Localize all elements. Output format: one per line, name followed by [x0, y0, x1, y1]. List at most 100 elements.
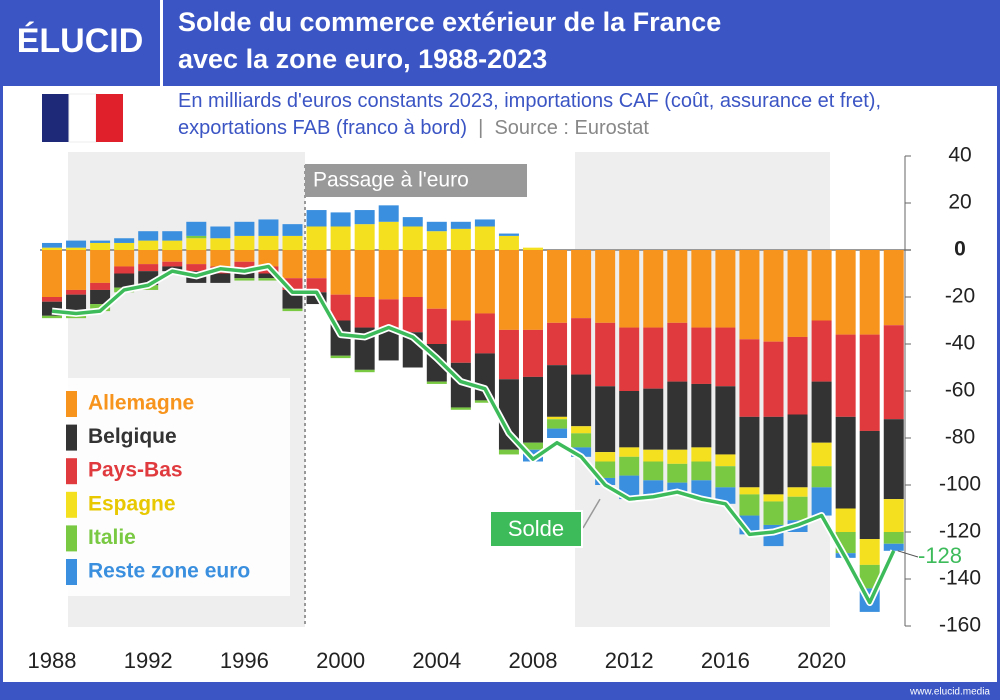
bar-segment — [739, 339, 760, 417]
legend-swatch — [66, 424, 77, 451]
header-band — [0, 0, 1000, 86]
bar-segment — [330, 212, 351, 227]
legend-label: Pays-Bas — [88, 459, 183, 482]
bar-segment — [138, 250, 159, 265]
y-tick-label: -120 — [939, 520, 981, 543]
bar-segment — [42, 242, 62, 248]
bar-segment — [883, 543, 904, 551]
bar-segment — [90, 250, 111, 283]
bar-segment — [763, 416, 784, 495]
bar-segment — [306, 250, 327, 279]
bar-segment — [378, 205, 399, 222]
y-tick-label: 20 — [948, 191, 971, 214]
bar-segment — [306, 278, 327, 293]
bar-segment — [474, 400, 495, 403]
bar-segment — [162, 231, 183, 241]
bar-segment — [42, 247, 62, 250]
bar-segment — [763, 501, 784, 525]
bar-segment — [715, 386, 736, 455]
bar-segment — [595, 250, 616, 323]
series-label-box — [489, 510, 583, 548]
bar-segment — [571, 426, 592, 434]
bar-segment — [90, 289, 111, 305]
bar-segment — [498, 329, 519, 380]
footer-band — [0, 682, 1000, 700]
bar-segment — [523, 247, 543, 250]
bar-segment — [763, 341, 784, 417]
bar-segment — [619, 456, 640, 476]
bar-segment — [763, 250, 784, 342]
bar-segment — [835, 416, 856, 509]
value-label: -128 — [918, 543, 962, 568]
y-tick-label: -80 — [945, 426, 975, 449]
bar-segment — [354, 224, 375, 250]
bar-segment — [450, 320, 471, 363]
bar-segment — [715, 454, 736, 467]
bar-segment — [258, 235, 279, 250]
bar-segment — [571, 250, 592, 319]
bar-segment — [787, 250, 808, 337]
bar-segment — [162, 240, 183, 250]
legend-swatch — [66, 491, 77, 518]
x-tick-label: 1988 — [28, 648, 77, 673]
logo: ÉLUCID — [17, 22, 144, 60]
legend-label: Allemagne — [88, 392, 194, 415]
subtitle-text: En milliards d'euros constants 2023, imp… — [178, 90, 882, 139]
bar-segment — [835, 508, 856, 532]
bar-segment — [883, 325, 904, 420]
bar-segment — [691, 327, 712, 384]
bar-segment — [667, 250, 688, 323]
bar-segment — [667, 449, 688, 464]
y-tick-label: -40 — [945, 332, 975, 355]
bar-segment — [835, 250, 856, 335]
bar-segment — [739, 416, 760, 488]
x-tick-label: 1992 — [124, 648, 173, 673]
bar-segment — [667, 381, 688, 450]
bar-segment — [859, 334, 880, 431]
footer: www.elucid.media — [909, 687, 990, 698]
border — [0, 86, 3, 682]
bar-segment — [498, 250, 519, 330]
bar-segment — [258, 250, 279, 267]
bar-segment — [138, 231, 159, 241]
bar-segment — [258, 273, 279, 279]
bar-segment — [571, 447, 592, 457]
bar-segment — [66, 250, 87, 290]
bar-segment — [162, 261, 183, 267]
bar-segment — [378, 329, 399, 361]
bar-segment — [691, 447, 712, 462]
bar-segment — [811, 250, 832, 321]
bar-segment — [643, 250, 664, 328]
y-tick-label: -20 — [945, 285, 975, 308]
bar-segment — [595, 322, 616, 387]
y-tick-label: 0 — [954, 238, 966, 261]
bar-segment — [114, 250, 135, 267]
x-tick-label: 2008 — [509, 648, 558, 673]
bar-segment — [739, 487, 760, 495]
bar-segment — [42, 315, 62, 319]
bar-segment — [691, 250, 712, 328]
y-tick-label: -60 — [945, 379, 975, 402]
bar-segment — [426, 308, 447, 344]
bar-segment — [474, 226, 495, 250]
bar-segment — [571, 374, 592, 427]
bar-segment — [282, 224, 303, 236]
bar-segment — [667, 463, 688, 483]
y-tick-label: -160 — [939, 614, 981, 637]
bar-segment — [715, 466, 736, 488]
bar-segment — [474, 219, 495, 227]
bar-segment — [186, 250, 207, 265]
bar-segment — [571, 318, 592, 375]
bar-segment — [330, 226, 351, 250]
bar-segment — [450, 250, 471, 321]
bar-segment — [186, 235, 207, 239]
line — [51, 264, 896, 605]
bar-segment — [619, 391, 640, 448]
bar-segment — [234, 278, 255, 281]
bar-segment — [547, 322, 568, 366]
bar-segment — [547, 365, 568, 417]
bar-segment — [234, 221, 255, 236]
bar-segment — [619, 250, 640, 328]
bar-segment — [258, 219, 279, 236]
